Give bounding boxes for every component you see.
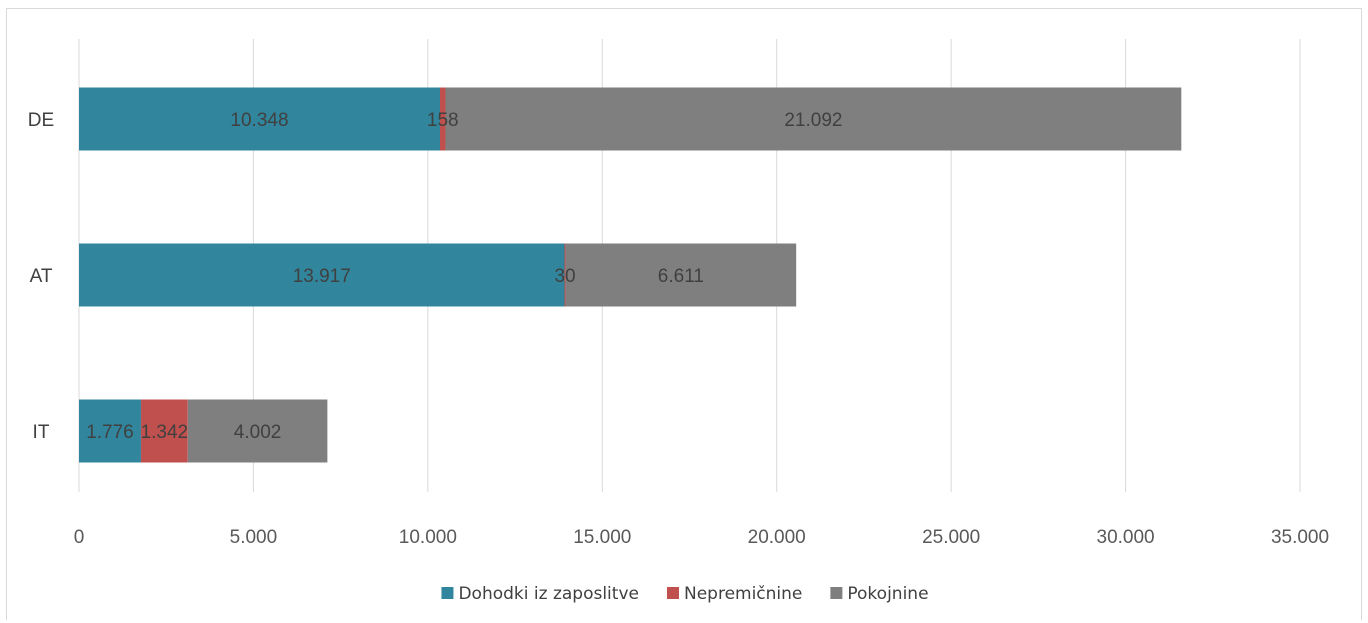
axes: 0 5.000 10.000 15.000 20.000 25.000 30.000 35.0…	[28, 110, 1329, 548]
bar-segment	[564, 243, 566, 307]
x-tick-label: 10.000	[399, 527, 457, 548]
data-label: 6.611	[658, 266, 704, 287]
category-label: DE	[28, 110, 54, 131]
bar-segment	[79, 243, 565, 307]
x-tick-label: 20.000	[748, 527, 806, 548]
legend-label: Dohodki iz zaposlitve	[458, 584, 639, 604]
legend: Dohodki iz zaposlitve Nepremičnine Pokojni…	[441, 584, 929, 604]
stacked-bar-chart: 10.348 158 21.092 13.917 30 6.611 1.776 1.342 4.…	[28, 39, 1329, 604]
data-label: 13.917	[293, 266, 351, 287]
category-label: AT	[30, 266, 53, 287]
bar-segment	[79, 399, 141, 463]
legend-swatch	[441, 587, 454, 599]
x-tick-label: 15.000	[573, 527, 631, 548]
legend-swatch	[830, 587, 843, 599]
data-label: 10.348	[230, 110, 288, 131]
bar-segment	[187, 399, 328, 463]
bar-segment	[140, 399, 188, 463]
data-label: 1.342	[141, 422, 189, 443]
legend-label: Nepremičnine	[684, 584, 802, 604]
chart-frame: 10.348 158 21.092 13.917 30 6.611 1.776 1.342 4.…	[6, 8, 1362, 620]
category-label: IT	[33, 422, 50, 443]
bar-segment	[565, 243, 797, 307]
data-label: 4.002	[234, 422, 282, 443]
x-tick-label: 5.000	[230, 527, 278, 548]
data-label: 21.092	[784, 110, 842, 131]
x-tick-label: 35.000	[1271, 527, 1329, 548]
bar-segment	[445, 87, 1182, 151]
bars	[79, 87, 1182, 463]
legend-swatch	[666, 587, 679, 599]
x-tick-label: 25.000	[922, 527, 980, 548]
data-labels: 10.348 158 21.092 13.917 30 6.611 1.776 1.342 4.…	[86, 110, 842, 443]
data-label: 30	[554, 266, 575, 287]
data-label: 1.776	[86, 422, 134, 443]
data-label: 158	[427, 110, 459, 131]
bar-segment	[439, 87, 446, 151]
bar-segment	[79, 87, 440, 151]
x-tick-label: 0	[74, 527, 85, 548]
x-tick-label: 30.000	[1097, 527, 1155, 548]
legend-label: Pokojnine	[847, 584, 928, 604]
